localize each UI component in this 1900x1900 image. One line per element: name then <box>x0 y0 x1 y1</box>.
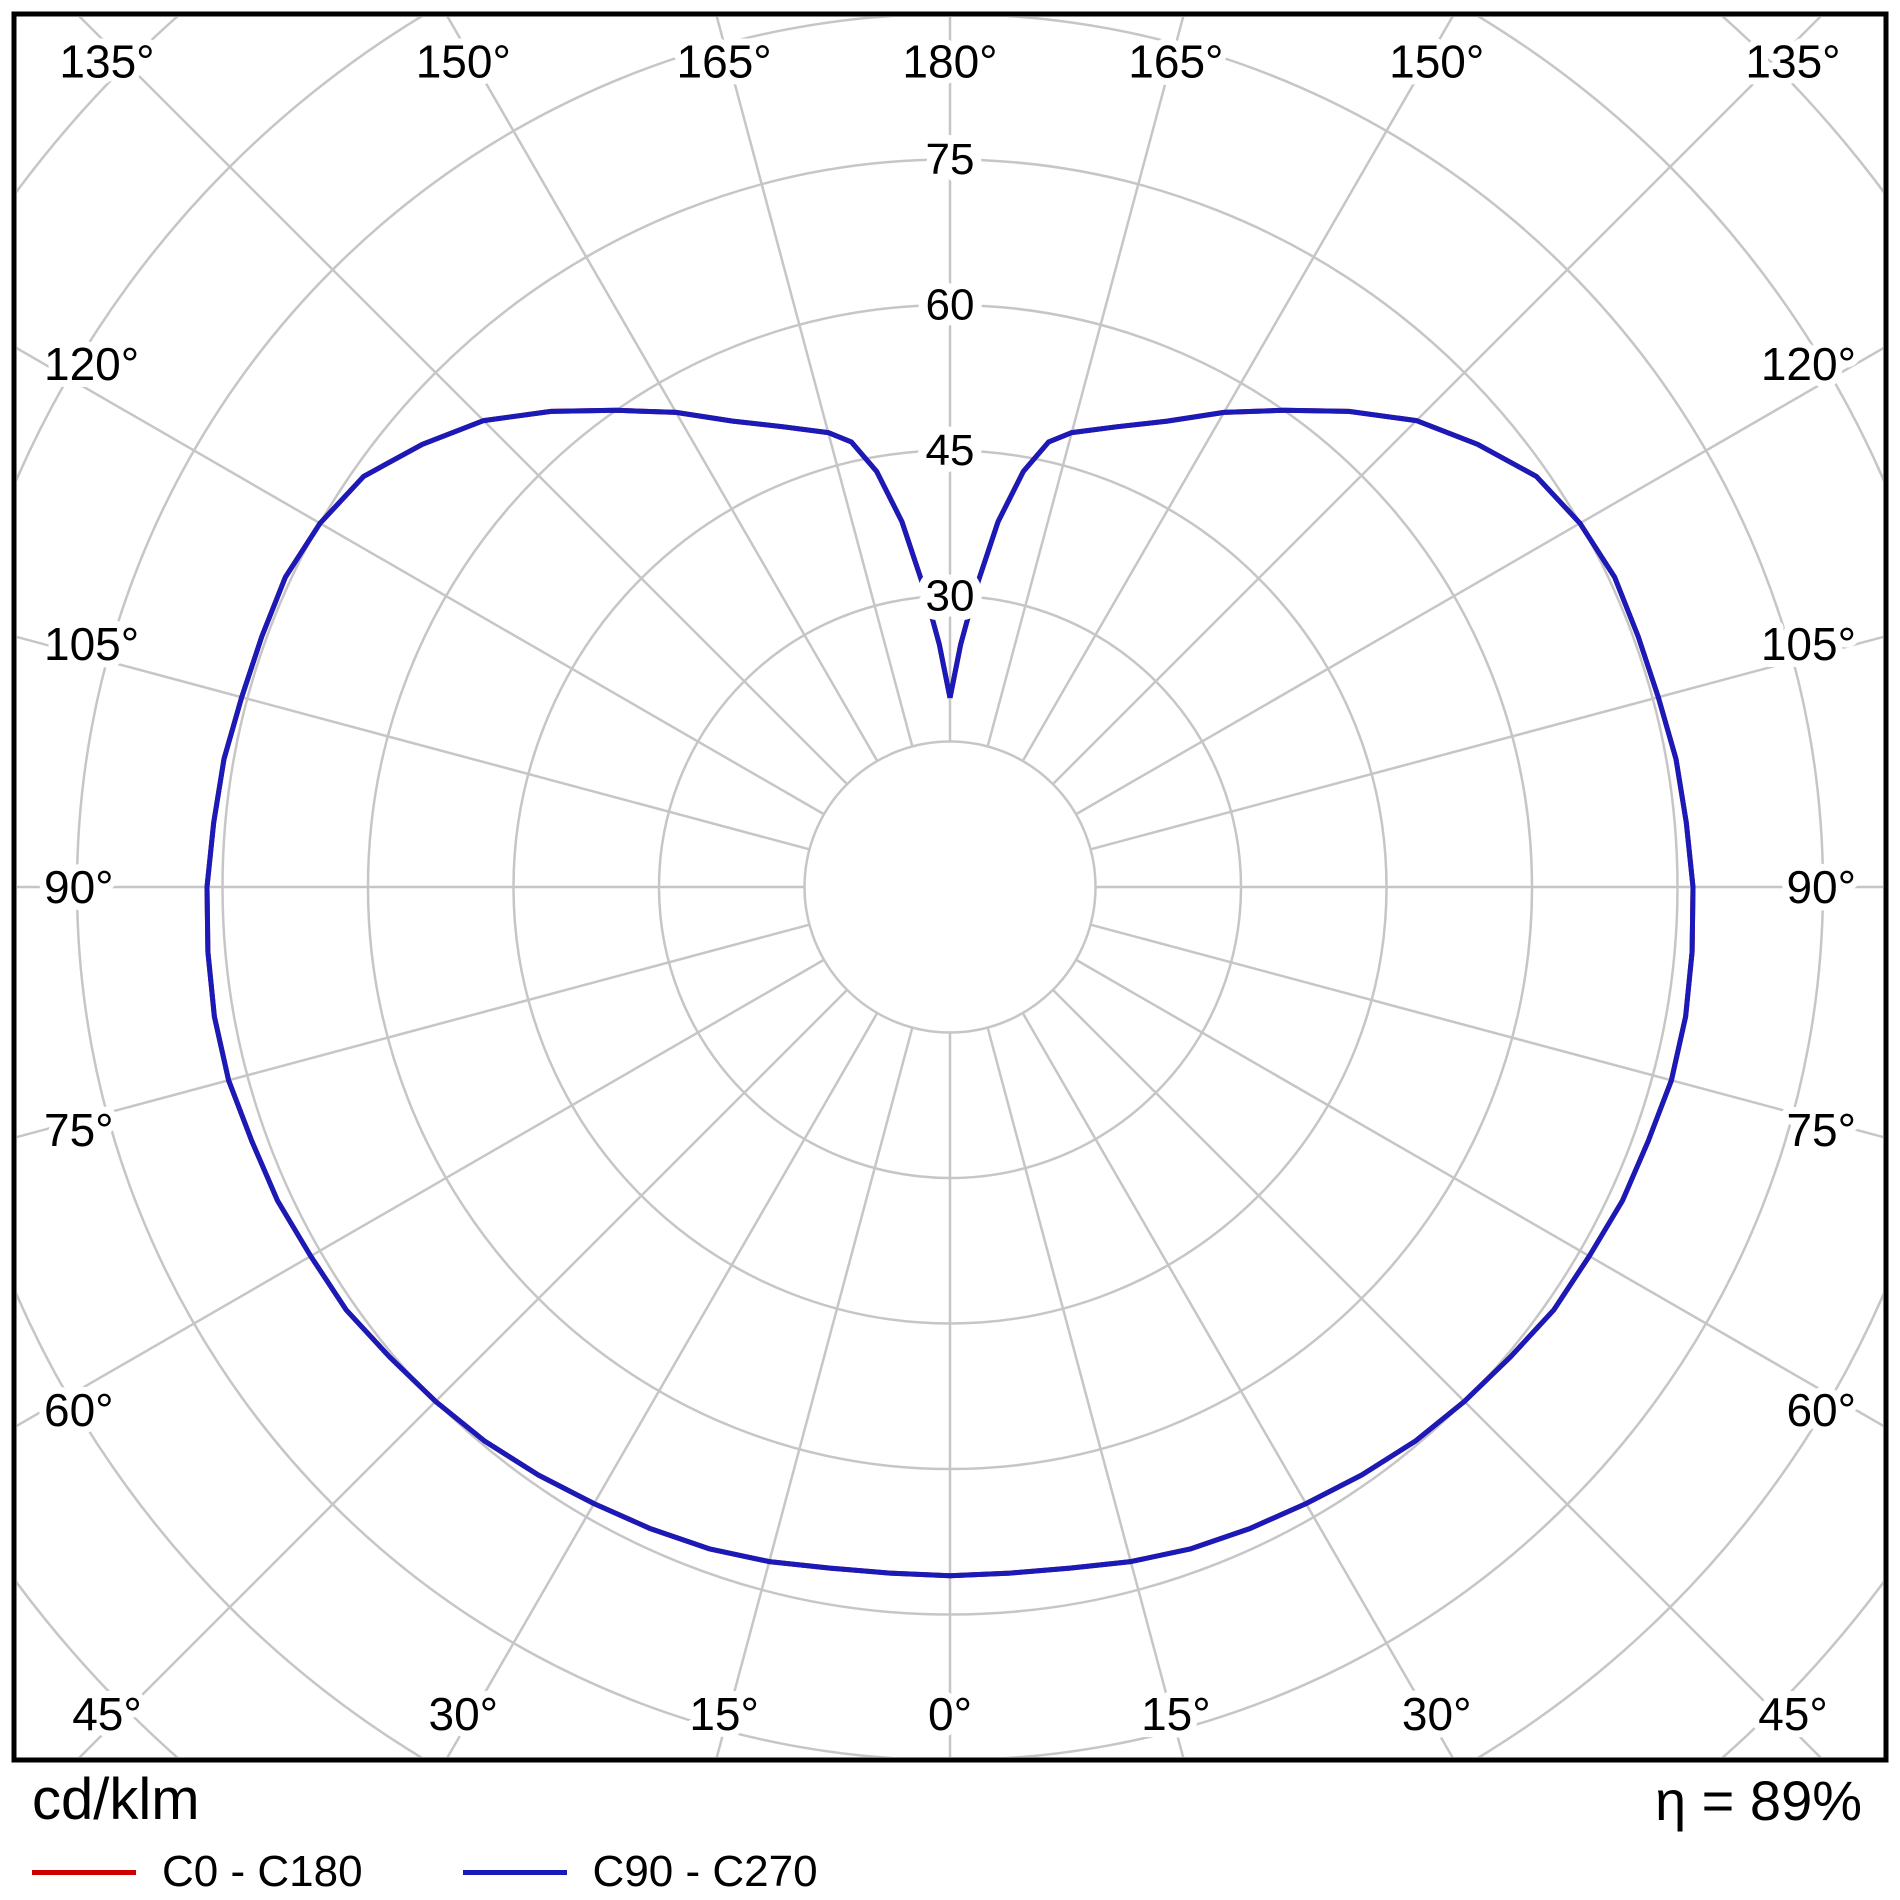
svg-text:150°: 150° <box>1389 36 1484 88</box>
svg-text:90°: 90° <box>1786 861 1856 913</box>
svg-text:60: 60 <box>926 281 975 330</box>
svg-text:120°: 120° <box>1761 338 1856 390</box>
svg-text:60°: 60° <box>44 1384 114 1436</box>
svg-text:45: 45 <box>926 426 975 475</box>
svg-text:135°: 135° <box>1745 36 1840 88</box>
svg-text:75°: 75° <box>44 1104 114 1156</box>
svg-text:30°: 30° <box>1402 1688 1472 1740</box>
svg-text:60°: 60° <box>1786 1384 1856 1436</box>
svg-text:120°: 120° <box>44 338 139 390</box>
svg-text:165°: 165° <box>1128 36 1223 88</box>
svg-text:0°: 0° <box>928 1688 972 1740</box>
svg-text:180°: 180° <box>902 36 997 88</box>
svg-text:135°: 135° <box>59 36 154 88</box>
svg-text:30°: 30° <box>429 1688 499 1740</box>
svg-text:45°: 45° <box>72 1688 142 1740</box>
svg-text:90°: 90° <box>44 861 114 913</box>
svg-text:45°: 45° <box>1758 1688 1828 1740</box>
svg-text:75: 75 <box>926 135 975 184</box>
svg-text:105°: 105° <box>44 618 139 670</box>
svg-text:30: 30 <box>926 572 975 621</box>
svg-text:105°: 105° <box>1761 618 1856 670</box>
svg-text:165°: 165° <box>677 36 772 88</box>
svg-text:150°: 150° <box>416 36 511 88</box>
svg-text:15°: 15° <box>1141 1688 1211 1740</box>
svg-text:75°: 75° <box>1786 1104 1856 1156</box>
svg-text:15°: 15° <box>689 1688 759 1740</box>
